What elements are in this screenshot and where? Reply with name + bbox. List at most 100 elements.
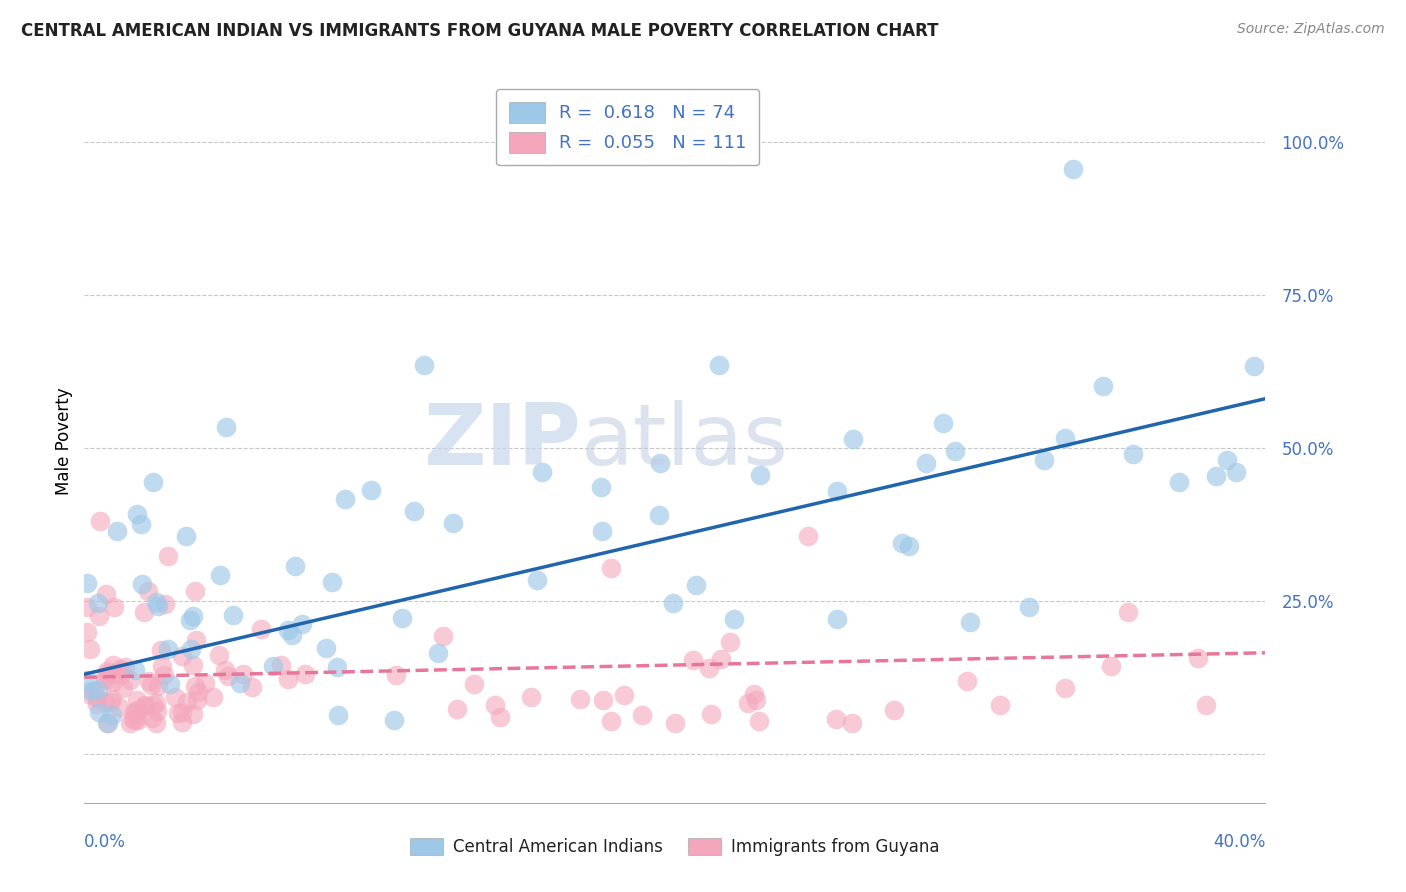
Point [592,693,614,707]
Point [93,695,115,709]
Point [650,456,672,470]
Point [277,672,299,686]
Point [194,675,217,690]
Point [121,712,143,726]
Point [1205,469,1227,483]
Point [165,690,187,704]
Point [682,653,704,667]
Point [413,358,436,372]
Point [262,658,284,673]
Point [326,660,349,674]
Point [214,663,236,677]
Point [87,609,110,624]
Point [101,674,124,689]
Point [208,567,231,582]
Point [118,673,141,688]
Point [737,697,759,711]
Point [170,649,193,664]
Point [131,577,153,591]
Text: Source: ZipAtlas.com: Source: ZipAtlas.com [1237,22,1385,37]
Point [432,629,454,643]
Point [127,507,149,521]
Point [167,706,190,721]
Point [250,623,273,637]
Point [124,705,146,719]
Point [183,584,205,599]
Point [96,667,118,681]
Point [915,456,938,470]
Point [187,684,209,698]
Point [172,714,194,729]
Point [146,704,169,718]
Point [141,711,163,725]
Point [697,661,720,675]
Point [150,642,173,657]
Point [142,698,165,712]
Point [321,575,343,590]
Point [463,676,485,690]
Point [145,595,167,609]
Point [749,467,772,482]
Point [647,508,669,522]
Point [118,715,141,730]
Point [446,702,468,716]
Point [1187,651,1209,665]
Point [208,648,231,662]
Point [101,658,124,673]
Point [232,667,254,681]
Point [114,660,136,674]
Point [1033,453,1056,467]
Point [80,683,103,698]
Point [172,706,194,720]
Point [897,540,920,554]
Point [748,714,770,728]
Point [150,658,173,673]
Point [1116,605,1139,619]
Point [426,646,449,660]
Point [891,536,914,550]
Point [827,612,849,626]
Point [599,714,621,728]
Point [174,528,197,542]
Point [89,514,111,528]
Point [176,695,198,709]
Point [136,584,159,599]
Point [1243,359,1265,373]
Point [181,609,204,624]
Point [215,419,238,434]
Point [127,713,149,727]
Point [526,573,548,587]
Point [228,676,250,690]
Point [80,688,103,702]
Point [139,678,162,692]
Point [138,674,160,689]
Point [599,561,621,575]
Point [664,716,686,731]
Point [96,664,118,678]
Point [97,715,120,730]
Point [631,707,654,722]
Point [103,599,125,614]
Point [103,666,125,681]
Point [1063,162,1085,177]
Point [404,504,426,518]
Point [685,578,707,592]
Point [108,700,131,714]
Point [883,703,905,717]
Point [333,491,356,506]
Point [591,480,613,494]
Point [291,616,314,631]
Point [284,559,307,574]
Point [661,596,683,610]
Point [146,599,169,613]
Point [181,706,204,721]
Point [391,610,413,624]
Point [179,613,201,627]
Point [146,679,169,693]
Point [221,607,243,622]
Point [100,708,122,723]
Point [568,692,591,706]
Point [988,698,1011,712]
Point [153,597,176,611]
Point [1195,698,1218,712]
